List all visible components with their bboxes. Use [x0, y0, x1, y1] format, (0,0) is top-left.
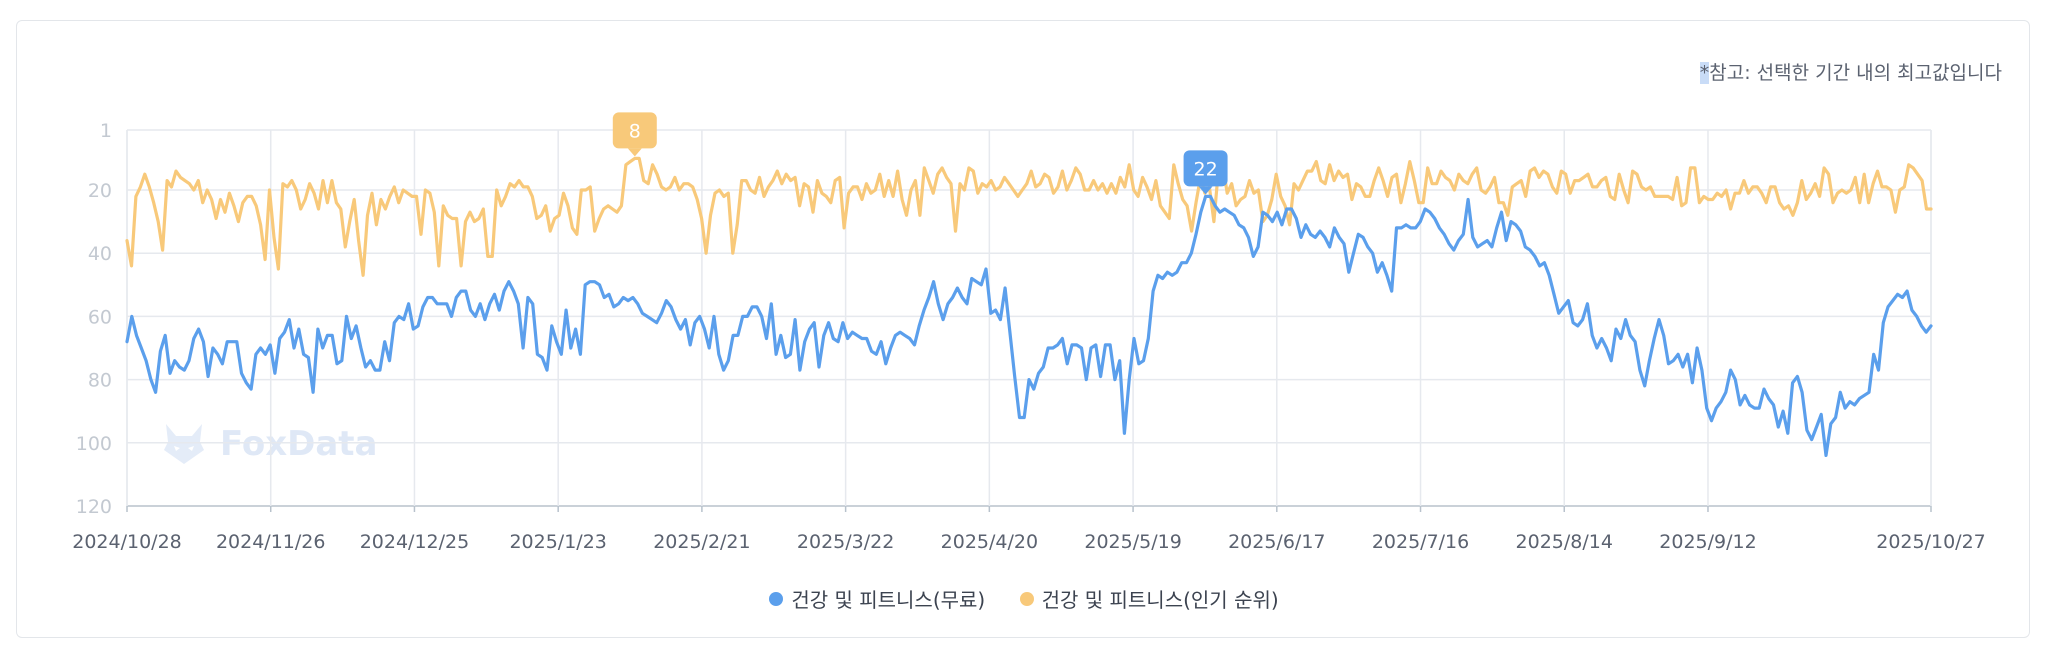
x-axis-labels: 2024/10/28 2024/11/26 2024/12/25 2025/1/23 2…	[72, 531, 1986, 553]
peak-callout-box	[1183, 150, 1228, 187]
y-tick-label: 40	[88, 243, 112, 265]
chart-legend: 건강 및 피트니스(무료) 건강 및 피트니스(인기 순위)	[0, 584, 2048, 613]
x-tick-label: 2025/5/19	[1084, 531, 1181, 553]
x-tick-label: 2025/9/12	[1659, 531, 1756, 553]
x-tick-label: 2024/10/28	[72, 531, 182, 553]
y-tick-label: 80	[88, 370, 112, 392]
watermark-text: FoxData	[220, 424, 378, 464]
legend-item-free[interactable]: 건강 및 피트니스(무료)	[769, 584, 985, 613]
peak-callout-box	[612, 112, 657, 149]
legend-item-popular[interactable]: 건강 및 피트니스(인기 순위)	[1019, 584, 1279, 613]
x-tick-label: 2025/10/27	[1876, 531, 1986, 553]
y-tick-label: 60	[88, 306, 112, 328]
x-tick-label: 2025/7/16	[1372, 531, 1469, 553]
peak-callout-pointer	[627, 148, 642, 157]
x-tick-label: 2025/8/14	[1516, 531, 1613, 553]
legend-dot-free	[769, 591, 784, 606]
note-text: 참고: 선택한 기간 내의 최고값입니다	[1709, 62, 2002, 84]
x-tick-label: 2025/6/17	[1228, 531, 1325, 553]
x-tick-label: 2024/11/26	[216, 531, 326, 553]
chart-card	[16, 20, 2030, 638]
peak-callout-label: 8	[629, 120, 641, 142]
y-tick-label: 20	[88, 180, 112, 202]
peak-callout-label: 22	[1193, 158, 1217, 180]
series-lines	[125, 156, 1933, 457]
legend-label-popular: 건강 및 피트니스(인기 순위)	[1041, 588, 1279, 612]
note-mark: *	[1699, 62, 1710, 84]
x-tick-label: 2025/3/22	[797, 531, 894, 553]
watermark: FoxData	[160, 420, 378, 468]
legend-dot-popular	[1019, 591, 1034, 606]
series-line-free	[125, 194, 1933, 457]
y-tick-label: 120	[76, 496, 112, 518]
x-tick-label: 2025/4/20	[941, 531, 1038, 553]
legend-label-free: 건강 및 피트니스(무료)	[791, 588, 986, 612]
y-tick-label: 100	[76, 433, 112, 455]
x-tick-label: 2025/2/21	[653, 531, 750, 553]
fox-logo-icon	[164, 424, 204, 464]
peak-callout-pointer	[1198, 186, 1213, 195]
peak-callout-popular: 8	[612, 112, 657, 157]
peak-note: *참고: 선택한 기간 내의 최고값입니다	[1699, 58, 2002, 85]
peak-callout-free: 22	[1183, 150, 1228, 195]
x-tick-label: 2024/12/25	[360, 531, 470, 553]
y-tick-label: 1	[100, 120, 112, 142]
peak-callouts: 8 22	[612, 112, 1228, 195]
series-line-popular	[125, 156, 1933, 277]
x-tick-label: 2025/1/23	[509, 531, 606, 553]
